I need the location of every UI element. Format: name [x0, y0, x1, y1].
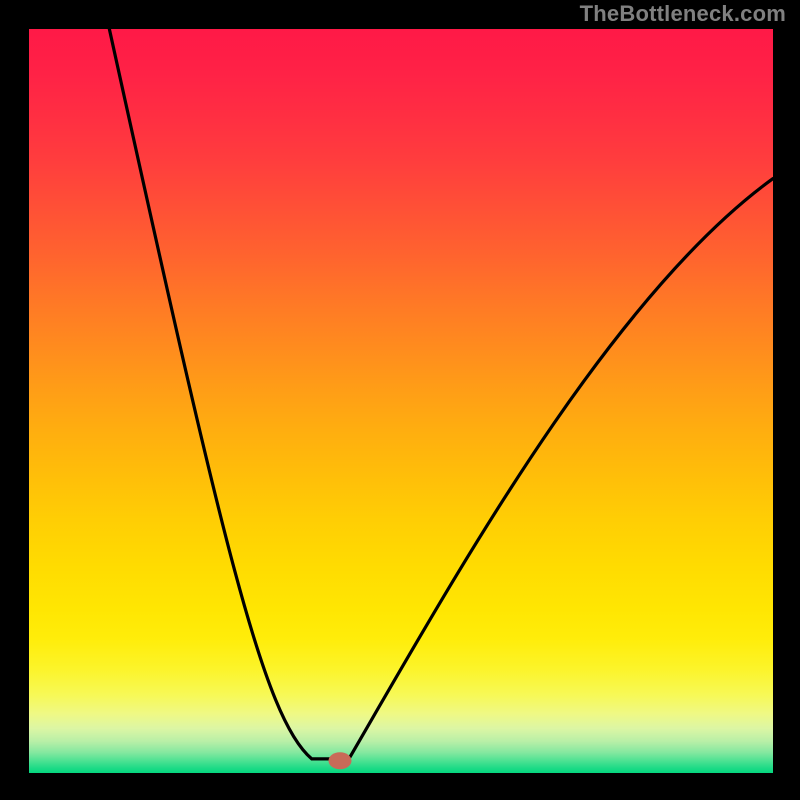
chart-gradient-background [29, 29, 773, 773]
chart-container: TheBottleneck.com [0, 0, 800, 800]
optimal-point-marker [328, 752, 351, 769]
watermark-text: TheBottleneck.com [580, 1, 786, 27]
bottleneck-chart [0, 0, 800, 800]
